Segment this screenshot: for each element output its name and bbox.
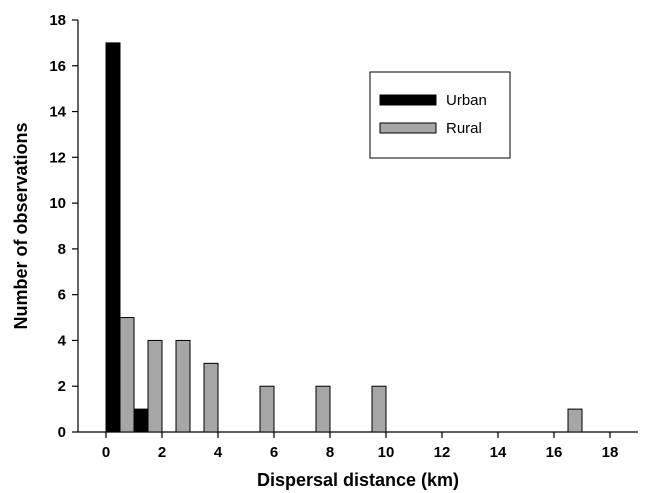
y-axis-title: Number of observations xyxy=(11,122,31,329)
bar-urban xyxy=(133,408,149,433)
bar-rural xyxy=(203,362,219,433)
y-tick-label: 18 xyxy=(49,12,66,29)
y-tick-label: 8 xyxy=(58,241,66,258)
x-tick-label: 2 xyxy=(158,444,166,461)
legend-label-rural: Rural xyxy=(446,120,482,137)
x-tick-label: 8 xyxy=(326,444,334,461)
x-tick-label: 12 xyxy=(434,444,451,461)
x-tick-label: 14 xyxy=(490,444,507,461)
bar-rural xyxy=(175,339,191,433)
y-tick-label: 10 xyxy=(49,195,66,212)
legend-swatch-rural xyxy=(379,122,437,134)
bar-rural xyxy=(119,317,135,433)
bar-urban xyxy=(105,42,121,433)
y-tick-label: 6 xyxy=(58,287,66,304)
x-tick-label: 0 xyxy=(102,444,110,461)
y-tick-label: 4 xyxy=(58,332,67,349)
x-tick-label: 18 xyxy=(602,444,619,461)
bar-rural xyxy=(259,385,275,433)
bar-rural xyxy=(147,339,163,433)
legend-swatch-urban xyxy=(379,94,437,106)
bar-rural xyxy=(315,385,331,433)
y-tick-label: 16 xyxy=(49,58,66,75)
y-tick-label: 14 xyxy=(49,104,66,121)
legend-label-urban: Urban xyxy=(446,92,487,109)
bar-marks xyxy=(105,42,583,433)
y-tick-label: 12 xyxy=(49,149,66,166)
plot-axes xyxy=(72,19,638,438)
x-tick-label: 16 xyxy=(546,444,563,461)
y-tick-label: 2 xyxy=(58,378,66,395)
y-tick-label: 0 xyxy=(58,424,66,441)
bar-rural xyxy=(567,408,583,433)
x-tick-label: 4 xyxy=(214,444,223,461)
legend-box xyxy=(369,71,511,159)
x-tick-label: 10 xyxy=(378,444,395,461)
legend: Urban Rural xyxy=(369,71,511,159)
x-axis-title: Dispersal distance (km) xyxy=(257,470,459,490)
tick-labels: 0 2 4 6 8 10 12 14 16 18 0 2 4 6 8 10 12 14 16 18 xyxy=(49,12,618,461)
bar-rural xyxy=(371,385,387,433)
x-tick-label: 6 xyxy=(270,444,278,461)
